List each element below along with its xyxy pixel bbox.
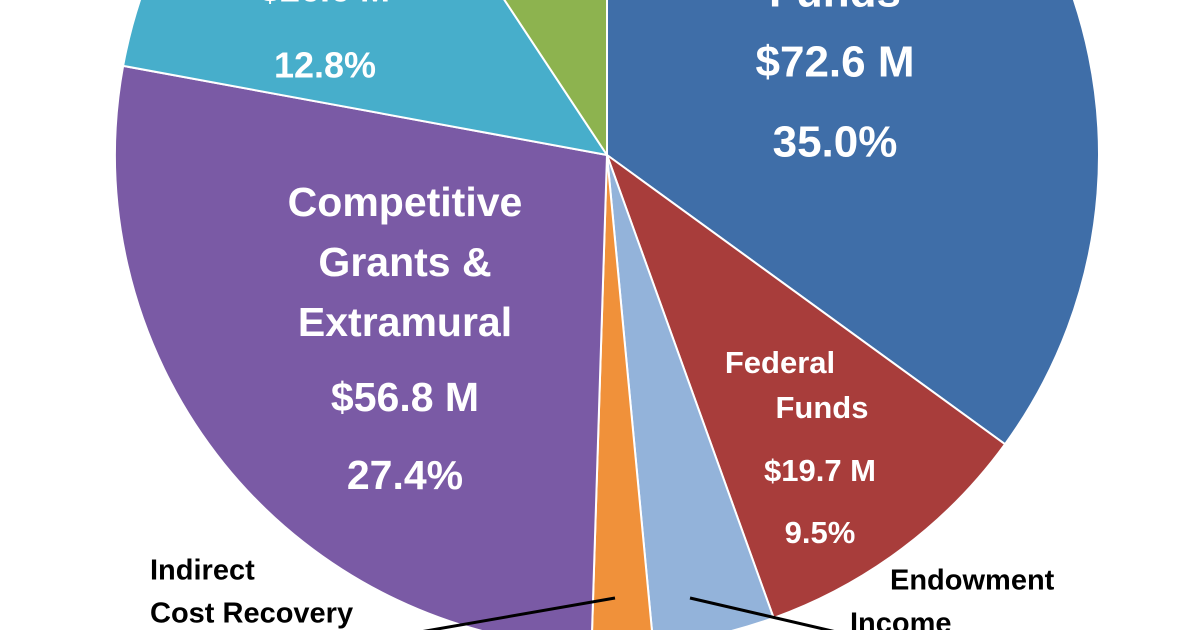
slice-label: Funds [769,0,901,17]
pie-slice [121,0,610,157]
percent-label: 27.4% [347,452,463,498]
leader-line [422,596,616,630]
pie-slice [604,152,1007,620]
pie-slice [591,154,653,630]
percent-label: 12.8% [274,45,376,86]
slice-label: Endowment [890,565,1055,597]
slice-label: Grants & [318,239,491,285]
slice-label: Federal [725,345,835,380]
slice-label: Extramural [298,299,512,345]
slice-label: Income [850,608,952,630]
amount-label: $56.8 M [331,374,479,420]
slice-label: Competitive [288,179,523,225]
slice-label: Funds [776,390,869,425]
pie-slice [606,0,1100,446]
pie-slice [503,0,608,159]
percent-label: 9.5% [785,515,856,550]
pie-slice [114,64,609,630]
slice-label: Cost Recovery [150,598,353,630]
leader-line [689,596,835,630]
slice-label: Indirect [150,555,255,587]
percent-label: 35.0% [773,118,898,167]
amount-label: $26.6 M [260,0,390,10]
amount-label: $19.7 M [764,453,876,488]
amount-label: $72.6 M [756,38,915,87]
